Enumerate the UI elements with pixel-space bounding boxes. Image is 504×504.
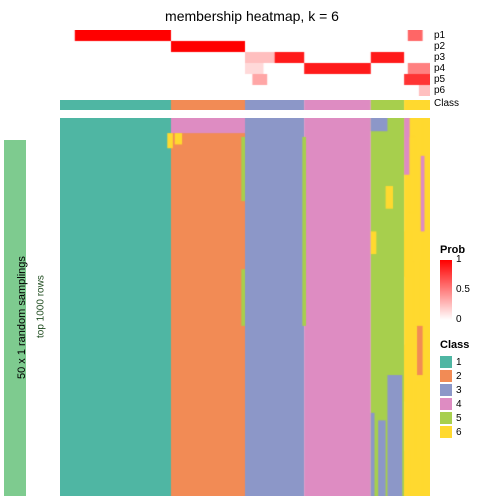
legend-class-item: 6 (440, 425, 462, 439)
prob-row-label: p1 (434, 30, 445, 41)
legend-class-item: 4 (440, 397, 462, 411)
prob-row-label: p2 (434, 41, 445, 52)
legend-class-items: 1 2 3 4 5 6 (440, 355, 462, 439)
legend-class-label: 3 (456, 385, 462, 396)
prob-row-label: p6 (434, 85, 445, 96)
legend-swatch (440, 412, 452, 424)
classbar-label: Class (434, 99, 459, 109)
prob-row-label: p3 (434, 52, 445, 63)
legend-class-item: 3 (440, 383, 462, 397)
legend-class-label: 5 (456, 413, 462, 424)
chart-title: membership heatmap, k = 6 (0, 8, 504, 24)
legend-class-label: 2 (456, 371, 462, 382)
legend-prob-tick: 0.5 (456, 285, 470, 295)
left-outer-label: 50 x 1 random samplings (14, 140, 30, 496)
legend-class-item: 1 (440, 355, 462, 369)
class-bar (60, 100, 430, 110)
main-heatmap (60, 118, 430, 496)
legend-swatch (440, 426, 452, 438)
legend-class-item: 2 (440, 369, 462, 383)
legend-class-label: 6 (456, 427, 462, 438)
left-inner-label: top 1000 rows (34, 118, 48, 496)
legend-prob-tick: 1 (456, 255, 462, 265)
legend-class-label: 4 (456, 399, 462, 410)
probability-heatmap (60, 30, 430, 96)
legend-swatch (440, 370, 452, 382)
legend-class-label: 1 (456, 357, 462, 368)
legend-class-item: 5 (440, 411, 462, 425)
prob-row-label: p5 (434, 74, 445, 85)
legend-class-title: Class (440, 339, 469, 351)
legend-swatch (440, 356, 452, 368)
legend-swatch (440, 398, 452, 410)
legend-swatch (440, 384, 452, 396)
prob-row-label: p4 (434, 63, 445, 74)
legend-prob-gradient (440, 260, 452, 320)
legend-prob-tick: 0 (456, 315, 462, 325)
